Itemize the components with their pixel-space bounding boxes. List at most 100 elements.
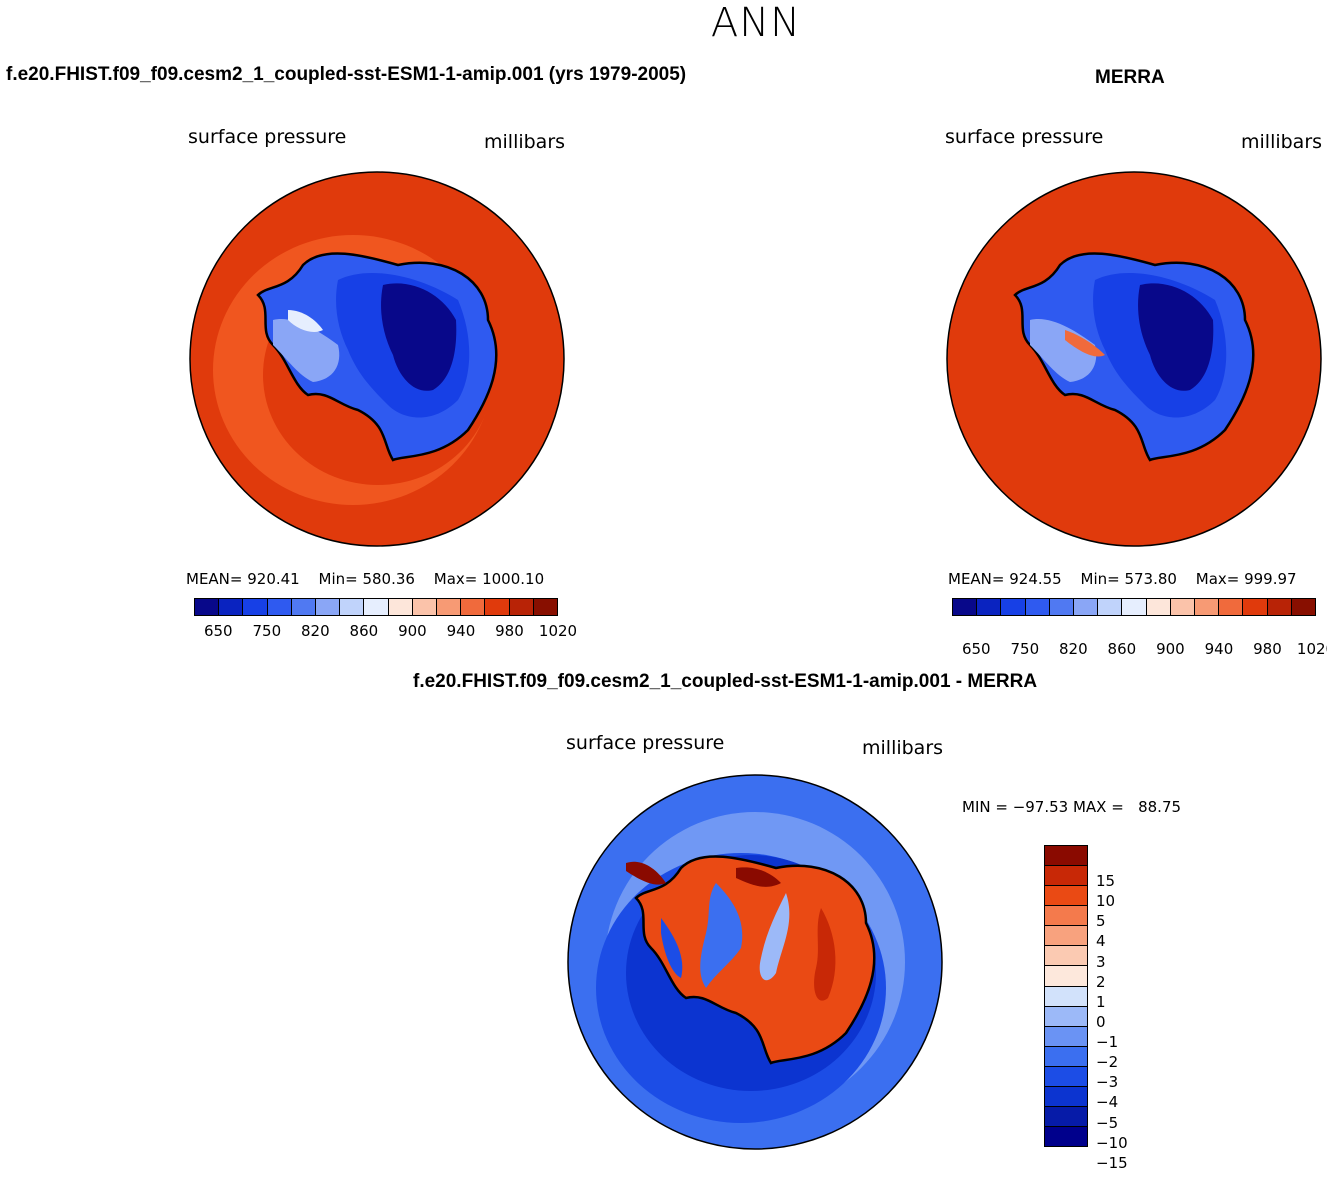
colorbar-tick-label: 1020 [1296,640,1327,658]
colorbar-swatch [1243,599,1268,615]
colorbar-tick-label: 860 [349,622,379,640]
panel-1-variable-label: surface pressure [188,126,347,148]
colorbar-tick-label: −3 [1096,1073,1119,1092]
colorbar-swatch [364,599,389,615]
colorbar-tick-label: −15 [1096,1153,1128,1172]
panel-2-min: Min= 573.80 [1080,570,1177,588]
colorbar-swatch [1170,599,1196,615]
colorbar-tick-label: 980 [495,622,524,640]
colorbar-swatch [1001,599,1026,615]
colorbar-tick-label: 0 [1096,1012,1106,1031]
panel-1-max: Max= 1000.10 [433,570,545,588]
colorbar-swatch [1045,1045,1087,1066]
colorbar-tick-label: 5 [1096,912,1106,931]
panel-1-map [189,171,565,547]
colorbar-swatch [1045,985,1087,1006]
colorbar-tick-label: 900 [1156,640,1185,658]
colorbar-swatch [509,599,534,615]
colorbar-swatch [1045,1105,1087,1126]
panel-1-units-label: millibars [484,131,566,153]
panel-1-colorbar [194,598,558,616]
colorbar-tick-label: 15 [1096,872,1116,890]
panel-2-map [946,171,1322,547]
colorbar-swatch [1122,599,1147,615]
panel-1-title: f.e20.FHIST.f09_f09.cesm2_1_coupled-sst-… [6,64,687,85]
colorbar-tick-label: 750 [1010,640,1040,658]
colorbar-tick-label: 3 [1096,952,1106,971]
colorbar-swatch [1045,846,1087,866]
colorbar-swatch [953,599,978,615]
colorbar-swatch [1045,1125,1087,1146]
colorbar-swatch [1049,599,1075,615]
colorbar-swatch [1045,1025,1087,1046]
panel-2-title: MERRA [1095,67,1165,88]
colorbar-tick-label: −2 [1096,1053,1119,1072]
colorbar-tick-label: −5 [1096,1113,1119,1132]
colorbar-tick-label: 650 [961,640,991,658]
colorbar-tick-label: 940 [1204,640,1234,658]
colorbar-tick-label: 2 [1096,972,1106,991]
colorbar-tick-label: 4 [1096,932,1106,951]
colorbar-swatch [219,599,244,615]
panel-2-variable-label: surface pressure [945,126,1104,148]
colorbar-swatch [412,599,438,615]
panel-3-colorbar [1044,845,1088,1147]
colorbar-tick-label: −1 [1096,1033,1119,1052]
colorbar-swatch [388,599,413,615]
colorbar-swatch [1195,599,1220,615]
panel-1-min: Min= 580.36 [318,570,415,588]
colorbar-swatch [1045,1085,1087,1106]
panel-3-title: f.e20.FHIST.f09_f09.cesm2_1_coupled-sst-… [413,671,1038,692]
colorbar-swatch [1045,865,1087,886]
colorbar-tick-label: 1 [1096,992,1106,1011]
colorbar-tick-label: −4 [1096,1093,1119,1112]
colorbar-tick-label: −10 [1096,1133,1128,1152]
colorbar-swatch [1045,1005,1087,1026]
panel-3-variable-label: surface pressure [566,732,725,754]
colorbar-tick-label: 940 [446,622,476,640]
colorbar-swatch [1219,599,1244,615]
colorbar-swatch [291,599,317,615]
panel-1-colorbar-labels: 650 750 820 860 900 940 980 1020 [194,622,577,640]
colorbar-tick-label: 980 [1253,640,1282,658]
panel-3-map [567,774,943,1150]
colorbar-swatch [1098,599,1123,615]
panel-2-mean: MEAN= 924.55 [948,570,1062,588]
colorbar-swatch [1045,905,1087,926]
colorbar-swatch [533,599,558,615]
colorbar-tick-label: 820 [301,622,330,640]
colorbar-swatch [437,599,462,615]
colorbar-tick-label: 650 [203,622,233,640]
panel-3-antarctica-outline [634,855,876,1065]
colorbar-swatch [340,599,365,615]
colorbar-swatch [1025,599,1050,615]
panel-3-minmax: MIN = −97.53 MAX = 88.75 [962,798,1182,816]
colorbar-tick-label: 10 [1096,892,1116,911]
colorbar-tick-label: 900 [398,622,427,640]
colorbar-tick-label: 1020 [538,622,578,640]
figure-title: ANN [710,0,802,46]
panel-2-units-label: millibars [1241,131,1323,153]
colorbar-swatch [1045,925,1087,946]
colorbar-tick-label: 750 [252,622,282,640]
colorbar-swatch [1045,885,1087,906]
panel-2-colorbar [952,598,1316,616]
colorbar-tick-label: 860 [1107,640,1137,658]
colorbar-swatch [461,599,486,615]
panel-3-units-label: millibars [862,737,944,759]
colorbar-swatch [1146,599,1171,615]
panel-2-stats: MEAN= 924.55 Min= 573.80 Max= 999.97 [948,570,1311,588]
colorbar-swatch [1045,965,1087,986]
colorbar-swatch [1045,945,1087,966]
colorbar-swatch [195,599,220,615]
colorbar-swatch [316,599,341,615]
colorbar-swatch [1045,1065,1087,1086]
colorbar-swatch [1074,599,1099,615]
colorbar-swatch [267,599,292,615]
panel-2-max: Max= 999.97 [1195,570,1297,588]
panel-3-colorbar-labels: −15 −10 −5 −4 −3 −2 −1 0 1 2 3 4 5 10 15 [1096,872,1156,1183]
colorbar-swatch [1291,599,1316,615]
colorbar-swatch [243,599,268,615]
colorbar-swatch [1267,599,1292,615]
colorbar-swatch [977,599,1002,615]
